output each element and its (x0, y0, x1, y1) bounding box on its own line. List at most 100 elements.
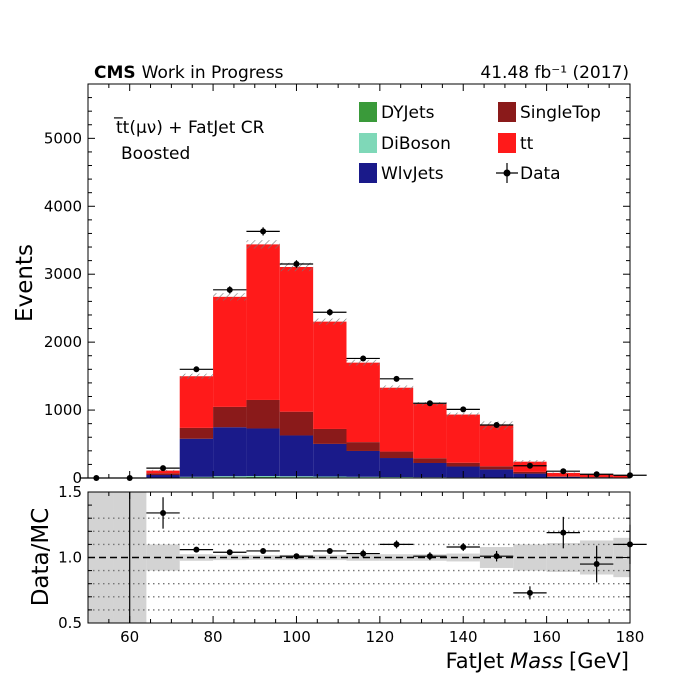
legend-swatch-diboson (359, 133, 377, 153)
ratio-point-13 (593, 561, 600, 568)
bar-diboson-4 (213, 476, 247, 478)
data-point-12 (493, 422, 500, 429)
data-point-10 (426, 400, 433, 407)
data-point-14 (560, 468, 567, 475)
legend: DYJets DiBoson WlvJets SingleTop tt Data (359, 102, 601, 184)
data-point-5 (260, 228, 267, 235)
xtick-label-120: 120 (366, 628, 395, 646)
ratio-ytick-label-1.0: 1.0 (58, 549, 82, 567)
bar-tt-16 (613, 475, 630, 478)
bar-tt-5 (246, 244, 280, 400)
bar-wlvjets-5 (246, 428, 280, 477)
bar-wlvjets-8 (346, 450, 380, 477)
bar-singletop-3 (179, 427, 214, 439)
ratio-point-4 (293, 553, 300, 560)
x-axis-label: FatJet Mass [GeV] (446, 649, 629, 673)
data-point-6 (293, 261, 300, 268)
data-point-2 (160, 465, 167, 472)
ratio-unc-bin-4 (213, 554, 247, 561)
legend-label-singletop: SingleTop (520, 103, 601, 123)
ratio-point-12 (560, 529, 567, 536)
work-in-progress-label: Work in Progress (142, 63, 284, 83)
legend-swatch-wlvjets (359, 163, 377, 183)
bar-tt-14 (546, 472, 580, 477)
ratio-gridlines (88, 517, 630, 611)
bar-diboson-7 (313, 476, 347, 478)
bar-singletop-8 (346, 442, 380, 451)
bar-diboson-8 (346, 476, 380, 478)
ratio-point-8 (426, 553, 433, 560)
bar-diboson-9 (379, 477, 414, 478)
bar-singletop-14 (546, 476, 580, 477)
mc-uncertainty-band-7 (313, 318, 347, 325)
data-point-8 (360, 355, 367, 362)
ratio-unc-bin-3 (179, 554, 214, 561)
ratio-points (129, 492, 647, 623)
legend-label-diboson: DiBoson (381, 134, 451, 154)
bar-singletop-10 (413, 458, 447, 463)
legend-data-marker (503, 169, 511, 177)
bar-tt-10 (413, 403, 447, 459)
ratio-point-3 (260, 547, 267, 554)
bar-singletop-13 (513, 471, 547, 474)
main-ytick-label-0: 0 (72, 469, 82, 487)
mc-uncertainty-band-13 (513, 460, 547, 464)
main-ytick-label-3000: 3000 (44, 265, 82, 283)
main-ytick-label-1000: 1000 (44, 401, 82, 419)
bar-wlvjets-2 (146, 475, 180, 478)
data-point-7 (326, 309, 333, 316)
xtick-label-140: 140 (449, 628, 478, 646)
cms-label: CMS (94, 63, 136, 83)
ratio-unc-bin-5 (246, 555, 280, 560)
bar-singletop-5 (246, 399, 280, 429)
bar-tt-2 (146, 470, 180, 474)
bar-wlvjets-13 (513, 473, 547, 478)
legend-label-data: Data (520, 164, 561, 184)
ratio-point-1 (193, 546, 200, 553)
xtick-label-100: 100 (282, 628, 311, 646)
data-point-4 (226, 286, 233, 293)
bar-diboson-3 (179, 476, 214, 478)
ratio-point-2 (226, 549, 233, 556)
bar-singletop-12 (479, 466, 514, 470)
bar-tt-11 (446, 414, 480, 463)
ratio-ytick-label-1.5: 1.5 (58, 483, 82, 501)
xtick-label-160: 160 (532, 628, 561, 646)
xtick-label-60: 60 (120, 628, 139, 646)
x-axis-label-prefix: FatJet (446, 649, 505, 673)
main-axis-ticks: 0 1000 2000 3000 4000 5000 (44, 83, 631, 487)
ratio-point-0 (160, 509, 167, 516)
bar-tt-6 (279, 267, 314, 412)
bar-singletop-6 (279, 411, 314, 436)
bar-wlvjets-3 (179, 438, 214, 477)
region-label-line2: Boosted (121, 144, 190, 164)
mc-uncertainty-band-4 (213, 293, 247, 301)
data-point-3 (193, 366, 200, 373)
data-point-9 (393, 375, 400, 382)
lumi-label: 41.48 fb⁻¹ (2017) (480, 63, 629, 83)
bar-wlvjets-10 (413, 462, 447, 478)
mc-uncertainty-band-9 (379, 385, 414, 390)
ratio-axis-ticks: 60 80 100 120 140 160 180 0.5 1.0 1.5 (58, 483, 644, 646)
ratio-unc-bin-7 (313, 554, 347, 561)
bar-tt-8 (346, 362, 380, 443)
legend-label-tt: tt (520, 134, 534, 154)
bar-singletop-11 (446, 462, 480, 467)
bar-singletop-9 (379, 451, 414, 459)
x-axis-label-italic: Mass (510, 649, 563, 673)
ratio-unc-bin-0 (88, 492, 114, 623)
legend-swatch-tt (498, 133, 516, 153)
bar-tt-3 (179, 376, 214, 428)
legend-label-wlvjets: WlvJets (381, 164, 444, 184)
ratio-point-7 (393, 541, 400, 548)
bar-singletop-7 (313, 428, 347, 444)
ratio-point-6 (360, 550, 367, 557)
bar-wlvjets-4 (213, 427, 247, 477)
bar-singletop-2 (146, 473, 180, 476)
bar-wlvjets-7 (313, 443, 347, 477)
xtick-label-80: 80 (204, 628, 223, 646)
y-axis-label: Events (12, 244, 38, 322)
ratio-point-11 (526, 589, 533, 596)
mc-uncertainty-band-3 (179, 373, 214, 379)
bar-diboson-5 (246, 476, 280, 478)
